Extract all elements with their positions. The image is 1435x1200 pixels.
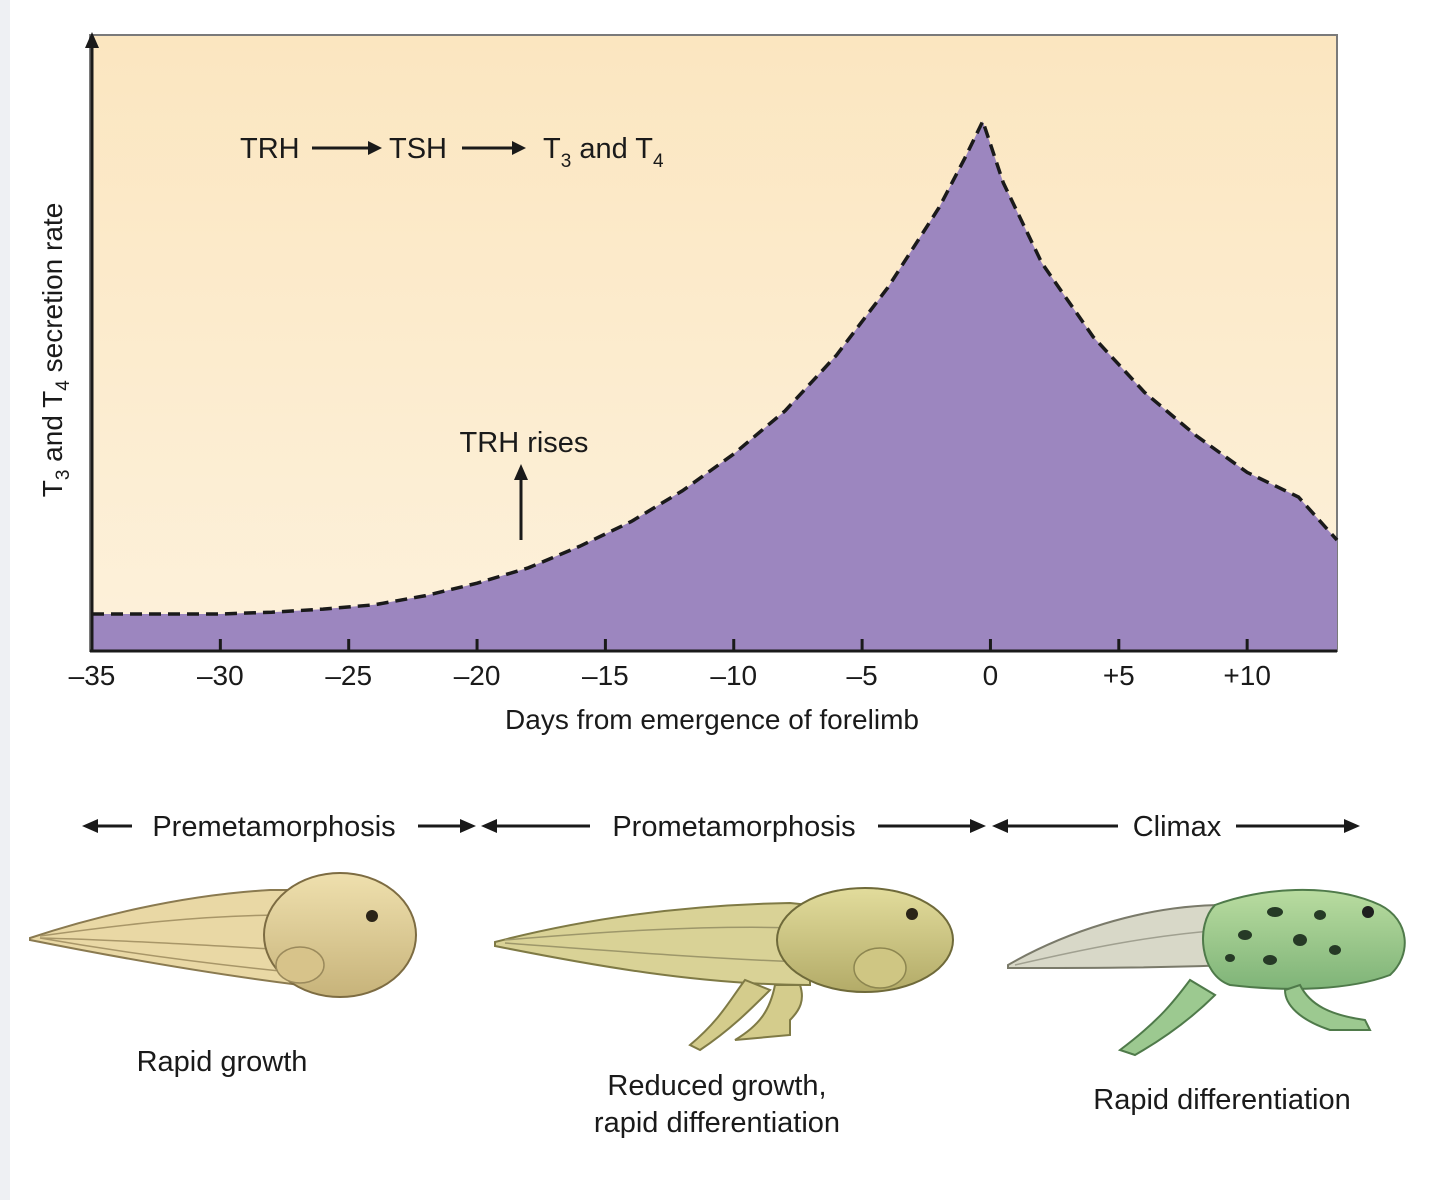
x-tick-label: –15 bbox=[582, 660, 629, 691]
stage-label-premetamorphosis: Premetamorphosis bbox=[152, 811, 395, 843]
arrow-right-icon bbox=[368, 141, 382, 155]
pathway-t3-t4: T3 and T4 bbox=[543, 133, 664, 172]
stage-bar bbox=[82, 819, 1360, 833]
arrow-up-icon bbox=[514, 464, 528, 480]
secretion-rate-curve bbox=[92, 116, 1339, 616]
stage-label-climax: Climax bbox=[1133, 811, 1222, 843]
pathway-trh: TRH bbox=[240, 133, 300, 165]
x-tick-label: –30 bbox=[197, 660, 244, 691]
arrow-right-icon bbox=[970, 819, 986, 833]
x-tick-label: +10 bbox=[1223, 660, 1271, 691]
page-edge-strip bbox=[0, 0, 10, 1200]
hormone-pathway-annotation: TRH TSH T3 and T4 bbox=[240, 133, 664, 172]
pathway-tsh: TSH bbox=[389, 133, 447, 165]
arrow-right-icon bbox=[1344, 819, 1360, 833]
trh-rises-label: TRH rises bbox=[460, 427, 589, 459]
caption-climax: Rapid differentiation bbox=[1093, 1084, 1350, 1116]
arrow-left-icon bbox=[82, 819, 98, 833]
trh-rises-annotation: TRH rises bbox=[460, 427, 589, 540]
caption-prometamorphosis-line-1: Reduced growth, bbox=[607, 1070, 826, 1102]
x-tick-label: –35 bbox=[69, 660, 116, 691]
arrow-right-icon bbox=[512, 141, 526, 155]
x-axis-ticks: –35 –30 –25 –20 –15 –10 –5 0 +5 +10 bbox=[69, 639, 1271, 691]
x-tick-label: 0 bbox=[983, 660, 999, 691]
x-tick-label: –10 bbox=[710, 660, 757, 691]
caption-premetamorphosis: Rapid growth bbox=[137, 1046, 308, 1078]
y-axis-label: T3 and T4 secretion rate bbox=[37, 203, 74, 498]
x-tick-label: +5 bbox=[1103, 660, 1135, 691]
arrow-left-icon bbox=[992, 819, 1008, 833]
caption-prometamorphosis-line-2: rapid differentiation bbox=[594, 1107, 840, 1139]
tadpole-premetamorphosis-illustration bbox=[29, 872, 417, 998]
arrow-left-icon bbox=[481, 819, 497, 833]
chart: –35 –30 –25 –20 –15 –10 –5 0 +5 +10 Days from eme… bbox=[37, 32, 1339, 735]
tadpole-prometamorphosis-illustration bbox=[494, 887, 954, 1052]
stage-label-prometamorphosis: Prometamorphosis bbox=[612, 811, 855, 843]
secretion-rate-area bbox=[92, 121, 1337, 651]
x-tick-label: –25 bbox=[325, 660, 372, 691]
x-tick-label: –5 bbox=[847, 660, 878, 691]
x-axis-label: Days from emergence of forelimb bbox=[505, 704, 919, 735]
arrow-right-icon bbox=[460, 819, 476, 833]
x-tick-label: –20 bbox=[454, 660, 501, 691]
froglet-climax-illustration bbox=[1007, 888, 1406, 1057]
y-axis-arrow-icon bbox=[85, 32, 99, 48]
